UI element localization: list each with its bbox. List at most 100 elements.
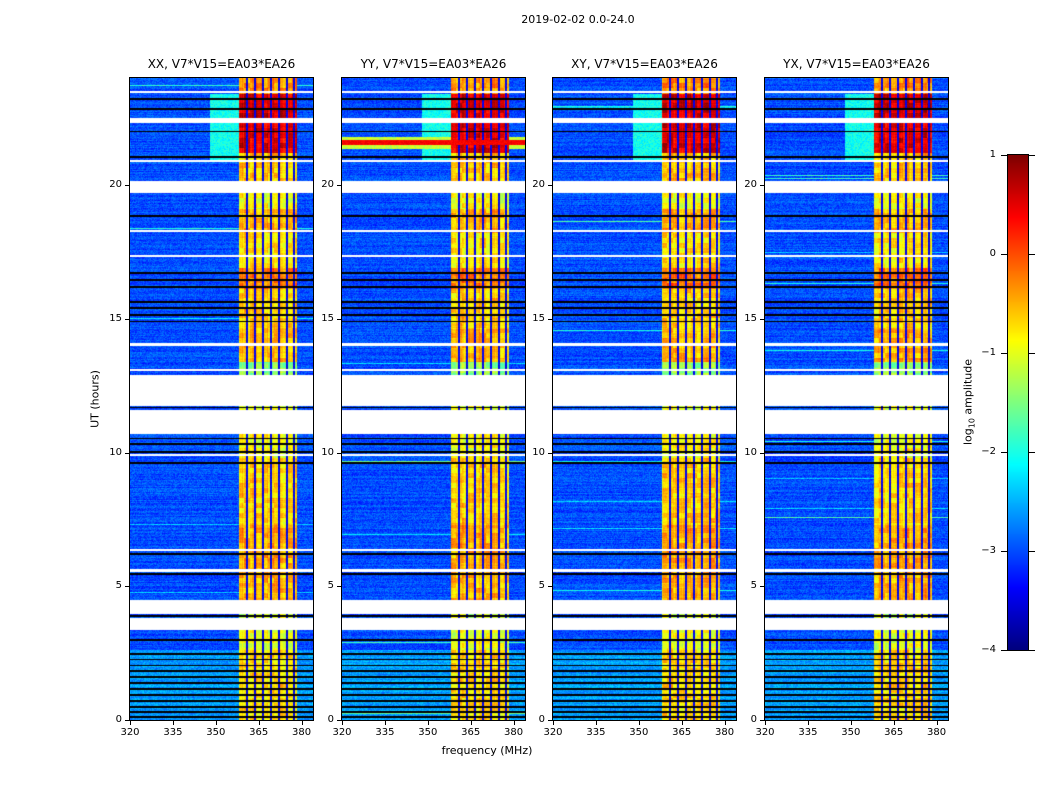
y-tick-mark bbox=[548, 720, 552, 721]
x-tick-mark bbox=[258, 721, 260, 725]
y-tick-label: 0 bbox=[327, 714, 334, 725]
x-tick-label: 350 bbox=[206, 727, 226, 738]
y-tick-mark bbox=[760, 720, 764, 721]
x-tick-mark bbox=[893, 721, 895, 725]
y-tick-mark bbox=[125, 318, 129, 320]
x-tick-label: 320 bbox=[755, 727, 775, 738]
y-tick-label: 20 bbox=[321, 179, 334, 190]
x-tick-label: 365 bbox=[461, 727, 481, 738]
x-tick-label: 380 bbox=[927, 727, 947, 738]
x-tick-label: 335 bbox=[798, 727, 818, 738]
colorbar-label: log10 amplitude bbox=[961, 359, 976, 445]
x-tick-mark bbox=[342, 721, 343, 725]
y-axis-label: UT (hours) bbox=[88, 370, 102, 428]
y-tick-mark bbox=[125, 586, 129, 588]
x-tick-mark bbox=[724, 721, 726, 725]
x-tick-label: 350 bbox=[629, 727, 649, 738]
y-tick-mark bbox=[760, 318, 764, 320]
x-tick-label: 350 bbox=[841, 727, 861, 738]
y-tick-mark bbox=[337, 185, 341, 186]
y-tick-mark bbox=[337, 318, 341, 320]
y-tick-label: 15 bbox=[321, 312, 334, 324]
x-tick-label: 320 bbox=[120, 727, 140, 738]
colorbar-tick-mark bbox=[1029, 155, 1035, 156]
colorbar-tick-label: 0 bbox=[989, 248, 996, 259]
y-tick-mark bbox=[125, 720, 129, 721]
colorbar-tick-label: −2 bbox=[981, 446, 996, 457]
x-tick-label: 320 bbox=[332, 727, 352, 738]
colorbar-tick-label: −4 bbox=[981, 644, 996, 655]
y-tick-mark bbox=[548, 318, 552, 320]
y-tick-mark bbox=[548, 185, 552, 186]
colorbar-label-prefix: log bbox=[961, 428, 975, 446]
colorbar-tick-label: −3 bbox=[981, 545, 996, 556]
y-tick-label: 5 bbox=[538, 580, 545, 592]
colorbar-label-sub: 10 bbox=[967, 418, 977, 429]
spectrogram-canvas-xy bbox=[552, 77, 737, 721]
x-tick-mark bbox=[301, 721, 303, 725]
x-tick-label: 335 bbox=[163, 727, 183, 738]
y-tick-mark bbox=[760, 452, 764, 454]
y-tick-label: 10 bbox=[109, 446, 122, 458]
colorbar-tick-mark bbox=[1029, 551, 1035, 552]
spectrogram-canvas-yx bbox=[764, 77, 949, 721]
colorbar-tick-mark bbox=[1001, 551, 1007, 552]
x-axis-label: frequency (MHz) bbox=[441, 744, 533, 757]
y-tick-label: 20 bbox=[744, 179, 757, 190]
panel-xx: XX, V7*V15=EA03*EA26 0 5 10 15 20 320 335 350 3… bbox=[109, 0, 314, 800]
y-tick-label: 15 bbox=[532, 312, 545, 324]
y-tick-mark bbox=[760, 586, 764, 588]
y-tick-label: 0 bbox=[538, 714, 545, 725]
colorbar-tick-label: 1 bbox=[989, 149, 996, 160]
x-tick-mark bbox=[807, 721, 809, 725]
colorbar-gradient bbox=[1007, 154, 1029, 651]
y-tick-label: 20 bbox=[109, 179, 122, 190]
x-tick-mark bbox=[384, 721, 386, 725]
x-tick-mark bbox=[172, 721, 174, 725]
colorbar-tick-mark bbox=[1001, 254, 1007, 255]
colorbar-label-suffix: amplitude bbox=[961, 358, 975, 419]
y-tick-label: 5 bbox=[115, 580, 122, 592]
x-tick-label: 380 bbox=[504, 727, 524, 738]
x-tick-mark bbox=[850, 721, 852, 725]
y-tick-mark bbox=[337, 720, 341, 721]
colorbar-tick-label: −1 bbox=[981, 347, 996, 358]
y-tick-mark bbox=[548, 586, 552, 588]
x-tick-mark bbox=[638, 721, 640, 725]
y-tick-label: 5 bbox=[327, 580, 334, 592]
y-tick-label: 10 bbox=[532, 446, 545, 458]
colorbar-tick-mark bbox=[1029, 650, 1035, 651]
y-tick-label: 20 bbox=[532, 179, 545, 190]
panel-title-xy: XY, V7*V15=EA03*EA26 bbox=[571, 57, 718, 71]
x-tick-mark bbox=[215, 721, 217, 725]
x-tick-label: 335 bbox=[586, 727, 606, 738]
x-tick-mark bbox=[553, 721, 554, 725]
x-tick-mark bbox=[765, 721, 766, 725]
figure-title: 2019-02-02 0.0-24.0 bbox=[521, 13, 635, 26]
colorbar-tick-mark bbox=[1001, 353, 1007, 354]
y-tick-mark bbox=[760, 185, 764, 186]
y-tick-mark bbox=[125, 185, 129, 186]
x-tick-mark bbox=[513, 721, 515, 725]
panel-title-yx: YX, V7*V15=EA03*EA26 bbox=[783, 57, 930, 71]
x-tick-label: 320 bbox=[543, 727, 563, 738]
y-tick-label: 10 bbox=[744, 446, 757, 458]
spectrogram-canvas-xx bbox=[129, 77, 314, 721]
panel-title-yy: YY, V7*V15=EA03*EA26 bbox=[360, 57, 507, 71]
colorbar-tick-mark bbox=[1029, 452, 1035, 453]
y-tick-label: 0 bbox=[750, 714, 757, 725]
panel-yx: YX, V7*V15=EA03*EA26 0 5 10 15 20 320 335 350 3… bbox=[744, 0, 949, 800]
y-tick-label: 15 bbox=[109, 312, 122, 324]
x-tick-mark bbox=[681, 721, 683, 725]
y-tick-label: 0 bbox=[115, 714, 122, 725]
y-tick-label: 15 bbox=[744, 312, 757, 324]
x-tick-label: 335 bbox=[375, 727, 395, 738]
panel-yy: YY, V7*V15=EA03*EA26 0 5 10 15 20 320 335 350 3… bbox=[321, 0, 526, 800]
y-tick-mark bbox=[337, 452, 341, 454]
y-tick-label: 10 bbox=[321, 446, 334, 458]
spectrogram-canvas-yy bbox=[341, 77, 526, 721]
x-tick-label: 350 bbox=[418, 727, 438, 738]
colorbar-tick-mark bbox=[1001, 650, 1007, 651]
x-tick-mark bbox=[470, 721, 472, 725]
y-tick-mark bbox=[548, 452, 552, 454]
